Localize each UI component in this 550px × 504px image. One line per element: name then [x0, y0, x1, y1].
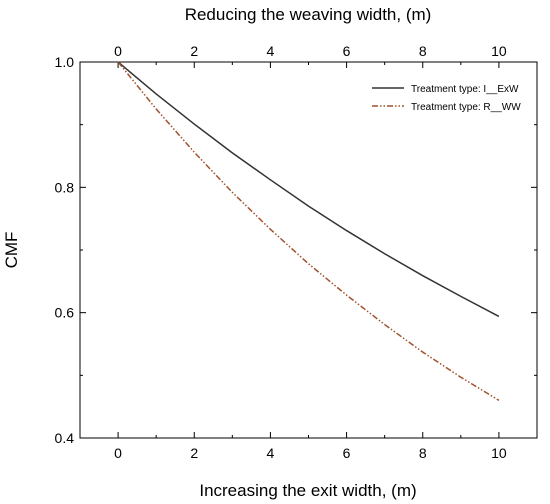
x-top-axis-title: Reducing the weaving width, (m): [185, 5, 432, 24]
legend-label-i-exw: Treatment type: I__ExW: [411, 84, 519, 95]
x-top-tick-label: 0: [114, 43, 122, 59]
series-layer: [117, 61, 500, 402]
legend-label-r-ww: Treatment type: R__WW: [411, 102, 521, 113]
y-tick-label: 0.8: [55, 179, 75, 195]
x-bottom-axis-title: Increasing the exit width, (m): [199, 481, 416, 500]
x-bottom-tick-label: 2: [190, 445, 198, 461]
ticks-layer: 0 2 4 6 8 10 0 2 4 6 8 10 0.4 0.6 0.8 1.0: [55, 43, 538, 461]
x-top-tick-label: 2: [190, 43, 198, 59]
x-top-tick-label: 8: [419, 43, 427, 59]
x-bottom-tick-label: 6: [343, 445, 351, 461]
y-tick-label: 0.4: [55, 430, 75, 446]
x-bottom-tick-label: 0: [114, 445, 122, 461]
x-bottom-tick-label: 4: [267, 445, 275, 461]
legend: Treatment type: I__ExW Treatment type: R…: [372, 84, 521, 113]
x-top-tick-label: 4: [267, 43, 275, 59]
y-tick-label: 0.6: [55, 305, 75, 321]
y-axis-title: CMF: [2, 232, 21, 269]
x-bottom-tick-label: 8: [419, 445, 427, 461]
series-line-r-ww: [117, 61, 500, 402]
x-top-tick-label: 6: [343, 43, 351, 59]
x-top-tick-label: 10: [491, 43, 507, 59]
y-tick-label: 1.0: [55, 54, 75, 70]
x-bottom-tick-label: 10: [491, 445, 507, 461]
series-line-i-exw: [117, 61, 500, 318]
